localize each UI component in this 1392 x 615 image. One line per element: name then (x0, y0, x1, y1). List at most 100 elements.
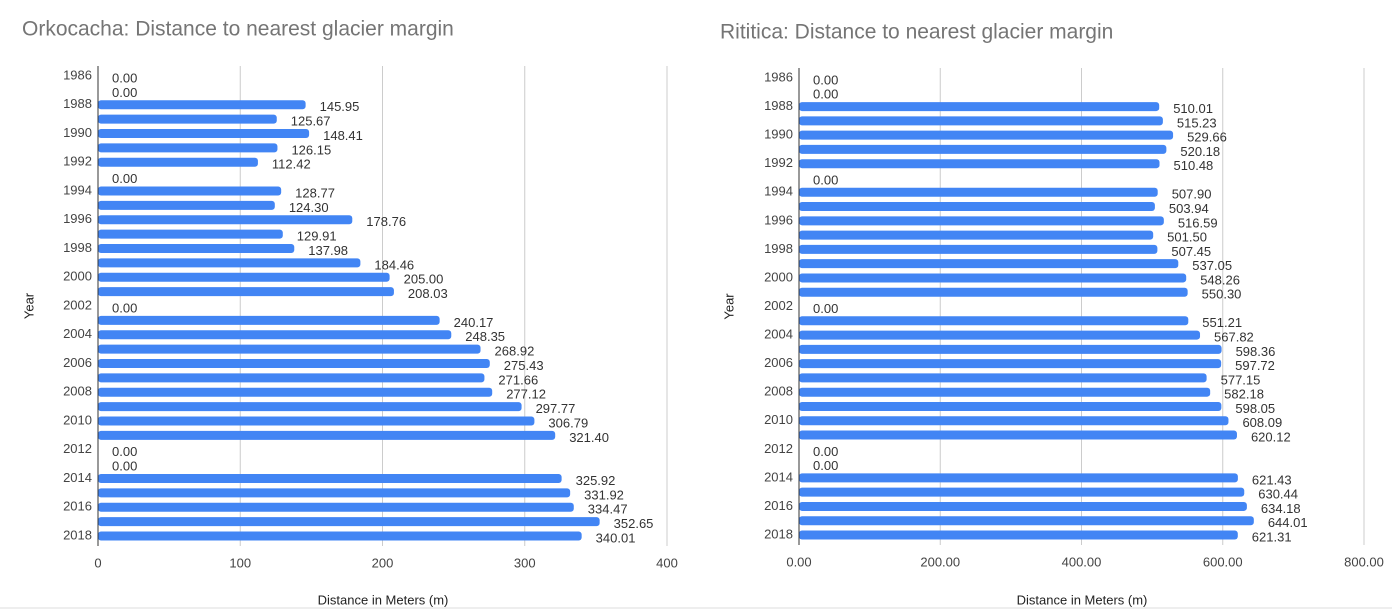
value-label: 630.44 (1258, 487, 1298, 502)
value-label: 0.00 (813, 172, 838, 187)
value-label: 125.67 (291, 114, 331, 129)
bar (98, 330, 452, 340)
value-label: 529.66 (1187, 130, 1227, 145)
x-axis-title: Distance in Meters (m) (318, 592, 449, 607)
bar (98, 229, 283, 239)
y-tick-label: 1990 (764, 127, 793, 142)
value-label: 550.30 (1202, 287, 1242, 302)
value-label: 334.47 (588, 502, 628, 517)
bar (98, 186, 282, 196)
value-label: 621.31 (1252, 529, 1292, 544)
bar (799, 501, 1247, 511)
x-tick-label: 100 (229, 555, 251, 570)
bar (98, 315, 440, 325)
bar (799, 187, 1158, 197)
y-tick-label: 2014 (63, 470, 92, 485)
y-tick-label: 1992 (63, 154, 92, 169)
bar (799, 530, 1238, 540)
y-tick-label: 2000 (63, 269, 92, 284)
bar (799, 244, 1158, 254)
bar (799, 344, 1222, 354)
bar (98, 502, 574, 512)
x-tick-label: 800.00 (1344, 554, 1384, 569)
value-label: 620.12 (1251, 429, 1291, 444)
value-label: 321.40 (569, 430, 609, 445)
bar (799, 359, 1222, 369)
bar (98, 129, 310, 138)
bar (799, 159, 1160, 169)
x-tick-label: 200 (372, 555, 394, 570)
bar (799, 230, 1154, 240)
value-label: 128.77 (295, 185, 335, 200)
value-label: 0.00 (112, 70, 137, 85)
bar (799, 516, 1254, 526)
y-tick-label: 2016 (63, 499, 92, 514)
bar (799, 130, 1174, 140)
value-label: 271.66 (498, 372, 538, 387)
x-tick-label: 600.00 (1203, 554, 1243, 569)
value-label: 306.79 (548, 415, 588, 430)
value-label: 515.23 (1177, 115, 1217, 130)
y-axis-title: Year (21, 292, 36, 319)
value-label: 178.76 (366, 214, 406, 229)
bar (799, 430, 1237, 440)
y-tick-label: 2006 (63, 355, 92, 370)
y-tick-label: 2018 (63, 527, 92, 542)
value-label: 510.48 (1174, 158, 1214, 173)
bar (98, 488, 571, 498)
y-tick-label: 2018 (764, 526, 793, 541)
y-tick-label: 1988 (63, 96, 92, 111)
y-tick-label: 2016 (764, 498, 793, 513)
value-label: 503.94 (1169, 201, 1209, 216)
value-label: 567.82 (1214, 330, 1254, 345)
y-tick-label: 2002 (63, 297, 92, 312)
value-label: 644.01 (1268, 515, 1308, 530)
y-tick-label: 2008 (764, 384, 793, 399)
bar (98, 143, 278, 153)
bar (98, 387, 493, 397)
y-tick-label: 1988 (764, 98, 793, 113)
y-tick-label: 1996 (764, 212, 793, 227)
value-label: 0.00 (813, 301, 838, 316)
bar (98, 258, 361, 268)
value-label: 184.46 (374, 257, 414, 272)
value-label: 0.00 (813, 87, 838, 102)
value-label: 277.12 (506, 387, 546, 402)
x-tick-label: 0.00 (786, 554, 811, 569)
value-label: 507.45 (1171, 244, 1211, 259)
value-label: 340.01 (596, 530, 636, 545)
value-label: 598.36 (1236, 344, 1276, 359)
bar (98, 474, 562, 483)
y-axis-title: Year (721, 293, 736, 320)
y-tick-label: 1986 (63, 67, 92, 82)
value-label: 597.72 (1235, 358, 1275, 373)
value-label: 0.00 (813, 72, 838, 87)
value-label: 148.41 (323, 128, 363, 143)
value-label: 548.26 (1200, 272, 1240, 287)
value-label: 208.03 (408, 286, 448, 301)
y-tick-label: 2012 (63, 441, 92, 456)
bar (98, 430, 556, 440)
y-tick-label: 1998 (764, 241, 793, 256)
y-tick-label: 1996 (63, 211, 92, 226)
bar (98, 531, 582, 541)
y-tick-label: 1992 (764, 155, 793, 170)
value-label: 0.00 (112, 85, 137, 100)
x-axis-title: Distance in Meters (m) (1017, 592, 1148, 607)
y-tick-label: 1998 (63, 240, 92, 255)
y-tick-label: 2004 (63, 326, 92, 341)
bar (799, 259, 1179, 269)
value-label: 129.91 (297, 229, 337, 244)
value-label: 137.98 (308, 243, 348, 258)
y-tick-label: 1994 (764, 184, 793, 199)
value-label: 0.00 (112, 459, 137, 474)
y-tick-label: 2006 (764, 355, 793, 370)
value-label: 520.18 (1180, 144, 1220, 159)
bar (799, 273, 1187, 283)
value-label: 268.92 (495, 344, 535, 359)
y-tick-label: 2008 (63, 384, 92, 399)
value-label: 501.50 (1167, 230, 1207, 245)
y-tick-label: 2002 (764, 298, 793, 313)
bar (799, 387, 1211, 397)
